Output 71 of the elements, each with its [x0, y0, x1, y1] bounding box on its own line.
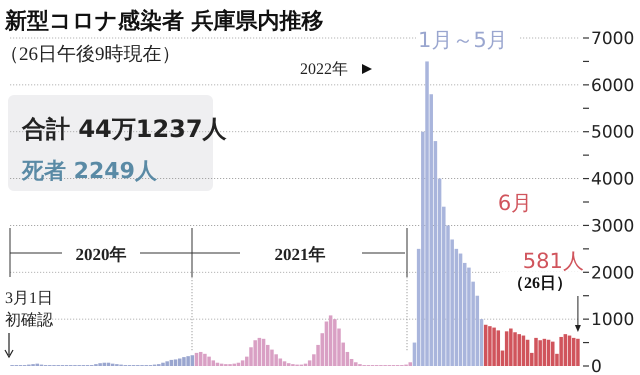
bar — [262, 338, 266, 366]
bar — [576, 338, 580, 366]
bar — [194, 352, 198, 366]
bar — [488, 326, 492, 366]
bar — [408, 362, 412, 366]
y-tick-label: 0 — [591, 357, 602, 375]
bar — [216, 362, 220, 366]
annotation: 合計 44万1237人 — [21, 115, 228, 143]
y-tick-label: 1000 — [591, 310, 634, 330]
y-tick-label: 5000 — [591, 122, 634, 143]
bar — [203, 354, 207, 366]
bar — [517, 334, 521, 366]
bar — [240, 360, 244, 366]
bar — [546, 340, 550, 366]
annotation: 死者 2249人 — [21, 159, 158, 184]
bar — [484, 324, 488, 366]
bar — [174, 359, 178, 366]
bar — [526, 340, 530, 366]
bar — [165, 361, 169, 366]
bar — [182, 357, 186, 366]
bar — [504, 331, 508, 366]
y-tick-label: 7000 — [591, 29, 634, 49]
annotation: 2021年 — [274, 245, 326, 264]
bar — [190, 355, 194, 366]
bar — [542, 338, 546, 366]
bar — [538, 340, 542, 366]
bar — [328, 315, 332, 366]
bar — [258, 338, 262, 366]
annotation: 1月～5月 — [418, 28, 508, 52]
bar — [286, 363, 290, 366]
bar — [333, 319, 337, 366]
bar — [170, 360, 174, 366]
annotation: （26日） — [508, 275, 572, 292]
annotation: 3月1日 — [5, 290, 53, 307]
y-tick-label: 6000 — [591, 76, 634, 96]
bar — [207, 356, 211, 366]
bar — [513, 332, 517, 366]
bar — [212, 360, 216, 366]
bar — [550, 342, 555, 366]
chart-subtitle: （26日午後9時現在） — [0, 44, 180, 65]
bar — [236, 362, 240, 366]
annotation: 初確認 — [5, 311, 53, 329]
bar — [559, 336, 563, 366]
annotation: 2022年 — [300, 61, 348, 78]
bar — [161, 362, 165, 366]
chart-title: 新型コロナ感染者 兵庫県内推移 — [4, 8, 324, 34]
annotation: 2020年 — [76, 245, 126, 264]
bar — [186, 356, 190, 366]
bar — [178, 358, 182, 366]
bar — [282, 361, 286, 366]
bar — [492, 328, 496, 366]
bar — [98, 363, 102, 366]
bar — [102, 362, 106, 366]
data-label: 581人 — [522, 249, 584, 273]
bar — [564, 334, 568, 366]
y-tick-label: 4000 — [591, 170, 634, 190]
bar — [572, 338, 576, 366]
bar — [253, 340, 257, 366]
y-tick-label: 3000 — [591, 216, 634, 236]
bar — [106, 362, 110, 366]
bar — [425, 61, 429, 366]
bar — [278, 358, 282, 366]
bar — [534, 338, 538, 366]
bar — [509, 328, 513, 366]
bar — [496, 330, 500, 366]
bar — [354, 362, 358, 366]
annotation: 6月 — [498, 191, 532, 215]
bar — [198, 352, 202, 366]
y-tick-label: 2000 — [591, 263, 634, 284]
bar — [522, 336, 526, 366]
bar — [568, 336, 572, 366]
